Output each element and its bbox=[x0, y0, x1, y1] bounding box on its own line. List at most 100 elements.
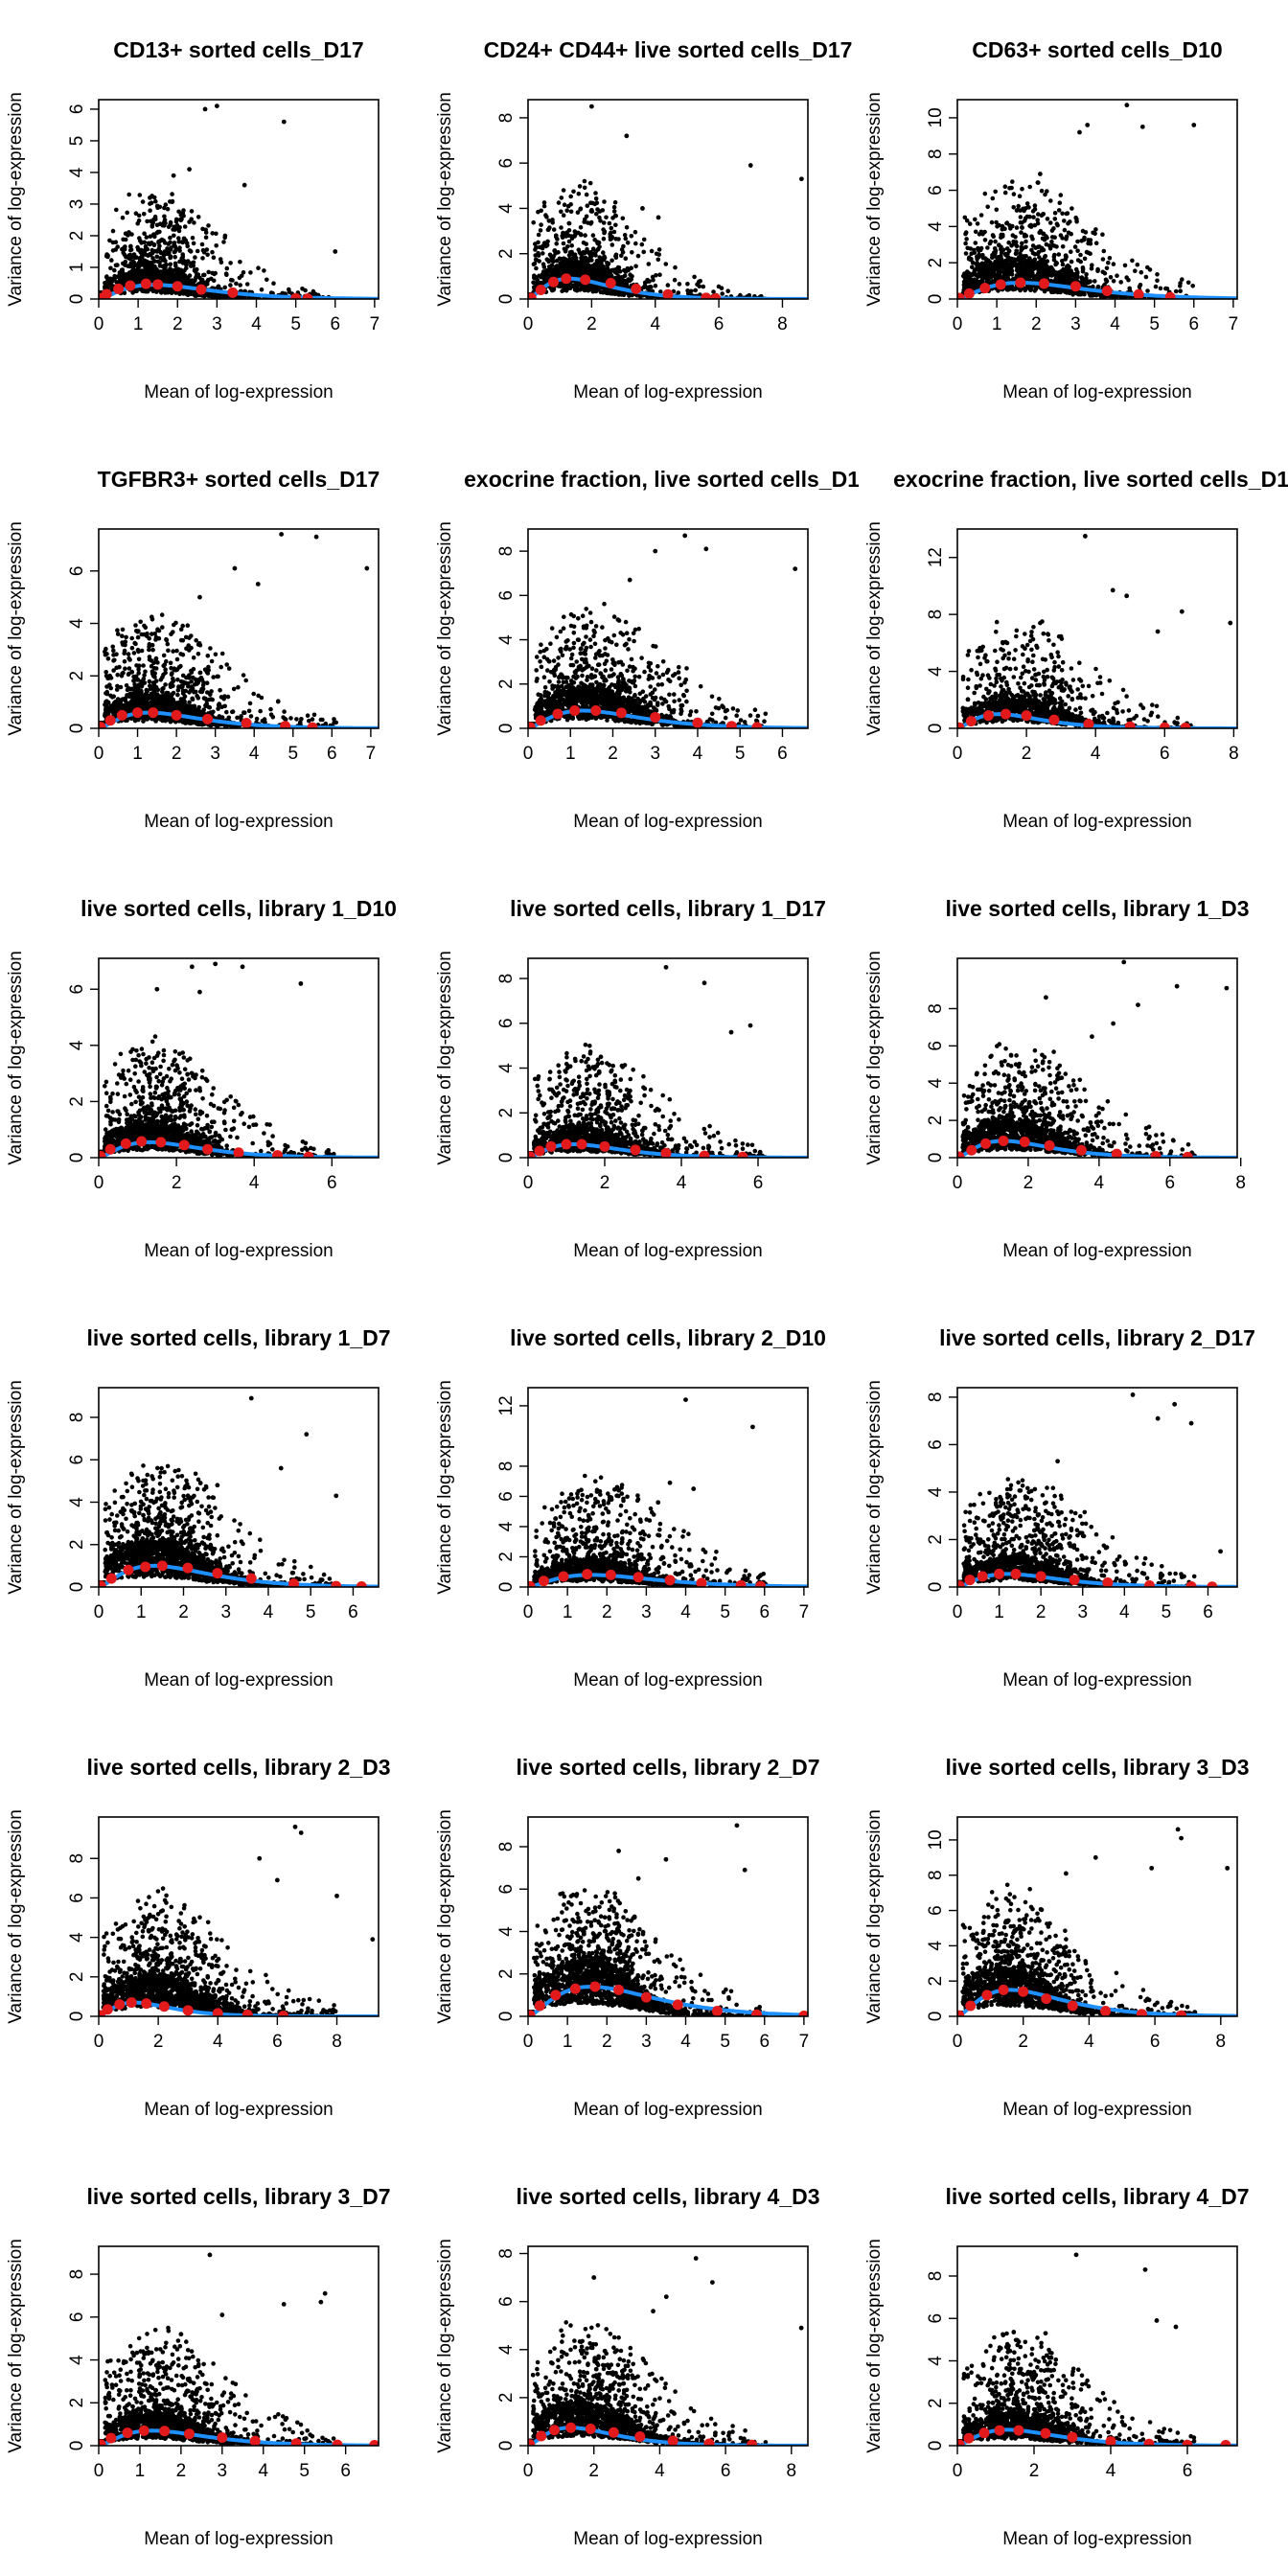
gene-point bbox=[151, 217, 156, 222]
gene-point bbox=[999, 250, 1004, 255]
trend-point bbox=[548, 276, 560, 288]
gene-point bbox=[115, 632, 121, 636]
gene-point bbox=[137, 236, 142, 241]
gene-point bbox=[1135, 262, 1140, 267]
gene-point bbox=[536, 250, 540, 256]
gene-point bbox=[218, 664, 223, 670]
gene-point bbox=[559, 209, 564, 215]
x-tick-label: 6 bbox=[330, 314, 340, 334]
gene-point bbox=[131, 261, 136, 266]
gene-point bbox=[585, 260, 589, 265]
gene-point bbox=[1057, 269, 1063, 275]
gene-point bbox=[183, 634, 189, 640]
y-axis-label: Variance of log-expression bbox=[6, 521, 26, 736]
gene-point bbox=[110, 644, 115, 650]
gene-point bbox=[1122, 263, 1128, 268]
gene-point bbox=[597, 255, 602, 260]
gene-point bbox=[187, 289, 192, 294]
gene-point bbox=[149, 200, 154, 205]
gene-point bbox=[1004, 252, 1009, 257]
gene-point bbox=[992, 246, 998, 251]
gene-point bbox=[1092, 279, 1097, 284]
y-tick-label: 4 bbox=[496, 203, 517, 214]
trend-point bbox=[140, 278, 151, 289]
gene-point bbox=[244, 282, 250, 287]
gene-point bbox=[150, 256, 155, 261]
gene-point bbox=[1079, 275, 1085, 280]
gene-point bbox=[989, 219, 995, 225]
gene-point bbox=[1118, 280, 1123, 285]
gene-point bbox=[151, 660, 156, 666]
gene-point bbox=[1102, 270, 1108, 276]
x-tick-label: 4 bbox=[251, 314, 262, 334]
gene-point bbox=[594, 200, 600, 205]
gene-point bbox=[170, 199, 174, 204]
gene-point bbox=[126, 652, 131, 656]
gene-point bbox=[588, 219, 594, 225]
gene-point bbox=[128, 243, 133, 249]
gene-point bbox=[575, 210, 581, 215]
gene-point bbox=[224, 272, 229, 278]
gene-point bbox=[568, 209, 574, 215]
gene-point bbox=[119, 276, 125, 281]
gene-point bbox=[154, 289, 159, 294]
gene-point bbox=[180, 240, 186, 245]
gene-point bbox=[578, 225, 584, 230]
x-tick-label: 3 bbox=[1070, 314, 1081, 334]
gene-point bbox=[125, 210, 129, 216]
gene-point bbox=[623, 236, 629, 242]
plot-area bbox=[957, 103, 1237, 299]
gene-point bbox=[123, 244, 127, 249]
gene-point bbox=[1018, 208, 1023, 213]
gene-point bbox=[657, 272, 662, 278]
gene-point bbox=[568, 194, 573, 199]
y-tick-label: 0 bbox=[926, 294, 946, 305]
gene-point bbox=[258, 708, 264, 714]
gene-point bbox=[991, 270, 997, 275]
gene-point bbox=[157, 269, 163, 274]
gene-point bbox=[1020, 241, 1024, 246]
gene-point bbox=[114, 207, 119, 213]
gene-point bbox=[168, 278, 173, 284]
gene-point bbox=[1006, 257, 1012, 263]
gene-point bbox=[564, 247, 568, 253]
gene-point bbox=[155, 229, 160, 235]
gene-point bbox=[206, 277, 211, 283]
gene-point bbox=[136, 213, 142, 218]
gene-point bbox=[173, 217, 179, 222]
gene-point bbox=[168, 235, 172, 241]
gene-point bbox=[214, 231, 218, 237]
gene-point bbox=[1030, 243, 1036, 248]
trend-point bbox=[662, 288, 674, 299]
gene-point bbox=[994, 207, 1000, 213]
gene-point bbox=[551, 227, 557, 232]
gene-point bbox=[1011, 239, 1016, 244]
gene-point bbox=[193, 255, 197, 260]
gene-point bbox=[588, 200, 593, 205]
gene-point bbox=[172, 255, 177, 260]
gene-point bbox=[616, 274, 621, 279]
gene-point bbox=[549, 288, 555, 293]
gene-point bbox=[1000, 227, 1005, 232]
trend-point bbox=[535, 285, 546, 296]
gene-point bbox=[157, 249, 163, 255]
gene-point bbox=[1052, 217, 1058, 221]
gene-point bbox=[583, 250, 587, 256]
gene-point bbox=[288, 716, 293, 721]
gene-point bbox=[1056, 208, 1062, 213]
trend-point bbox=[196, 284, 207, 295]
x-axis-label: Mean of log-expression bbox=[144, 812, 334, 832]
gene-point bbox=[990, 279, 996, 284]
gene-point bbox=[178, 213, 184, 218]
gene-point bbox=[123, 237, 128, 242]
gene-point bbox=[184, 263, 189, 267]
gene-point bbox=[1027, 256, 1032, 261]
gene-point bbox=[1095, 266, 1100, 272]
gene-point bbox=[256, 693, 261, 699]
gene-point bbox=[1060, 259, 1065, 264]
gene-point bbox=[110, 240, 116, 245]
gene-point bbox=[963, 251, 969, 256]
gene-point bbox=[962, 215, 968, 220]
